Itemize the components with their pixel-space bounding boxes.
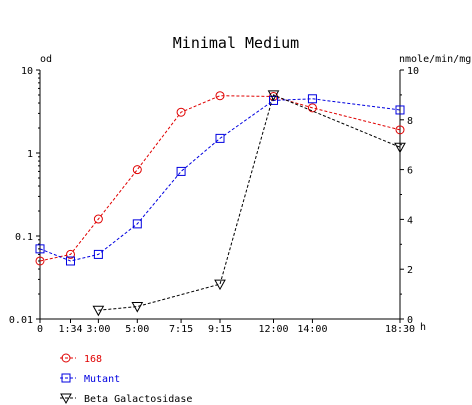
x-tick-label: 14:00 xyxy=(297,324,327,335)
legend-marker xyxy=(61,353,71,363)
y-left-tick-label: 0.01 xyxy=(9,315,33,326)
x-tick-label: 0 xyxy=(37,324,43,335)
x-tick-label: 18:30 xyxy=(385,324,415,335)
y-right-tick-label: 10 xyxy=(407,66,419,77)
y-left-tick-label: 0.1 xyxy=(15,232,33,243)
legend: 168 Mutant Beta Galactosidase xyxy=(60,353,192,405)
x-tick-label: 7:15 xyxy=(169,324,193,335)
data-point xyxy=(176,166,186,176)
data-point xyxy=(215,91,225,101)
legend-item: 168 xyxy=(60,353,102,365)
data-point xyxy=(35,244,45,254)
legend-marker xyxy=(60,393,72,405)
legend-item: Mutant xyxy=(60,373,120,385)
x-tick-label: 3:00 xyxy=(86,324,110,335)
legend-label: Mutant xyxy=(84,374,120,385)
y-right-tick-label: 8 xyxy=(407,116,413,127)
data-point xyxy=(93,214,103,224)
data-point xyxy=(395,105,405,115)
data-point xyxy=(65,249,75,259)
data-point xyxy=(215,133,225,143)
y-left-tick-label: 1 xyxy=(27,149,33,160)
x-tick-label: 5:00 xyxy=(125,324,149,335)
legend-label: 168 xyxy=(84,354,102,365)
data-point xyxy=(395,125,405,135)
x-tick-label: 12:00 xyxy=(258,324,288,335)
legend-item: Beta Galactosidase xyxy=(60,393,192,405)
legend-label: Beta Galactosidase xyxy=(84,394,192,405)
data-point xyxy=(307,103,317,113)
x-tick-label: 1:34 xyxy=(58,324,82,335)
data-point xyxy=(176,107,186,117)
data-point xyxy=(132,219,142,229)
data-point xyxy=(131,302,144,313)
plot-area: 0.01 0.1 1 10 0 2 4 6 8 10 0 1:34 3:00 5:00 7:15 9:15 12… xyxy=(9,66,419,335)
y-right-tick-label: 4 xyxy=(407,215,413,226)
series-line xyxy=(39,98,401,262)
data-point xyxy=(92,305,105,317)
data-point xyxy=(269,95,279,105)
y-right-tick-label: 2 xyxy=(407,265,413,276)
x-tick-label: 9:15 xyxy=(208,324,232,335)
series-168 xyxy=(35,91,405,266)
y-left-axis-label: od xyxy=(40,54,52,65)
x-axis-unit: h xyxy=(420,322,426,333)
series-line xyxy=(39,95,401,262)
y-right-tick-label: 6 xyxy=(407,166,413,177)
legend-marker xyxy=(61,373,71,383)
data-point xyxy=(35,256,45,266)
data-point xyxy=(394,142,406,154)
data-point xyxy=(267,90,280,101)
y-left-tick-label: 10 xyxy=(21,66,33,77)
data-point xyxy=(132,165,142,175)
data-point xyxy=(307,94,317,104)
y-right-tick-label: 0 xyxy=(407,315,413,326)
series-beta-galactosidase xyxy=(92,90,406,317)
y-right-axis-label: nmole/min/mg xyxy=(399,54,471,65)
series-mutant xyxy=(35,94,405,266)
data-point xyxy=(214,279,226,291)
series-line xyxy=(98,94,401,311)
data-point xyxy=(93,249,103,259)
data-point xyxy=(65,256,75,266)
chart-title: Minimal Medium xyxy=(173,34,299,52)
